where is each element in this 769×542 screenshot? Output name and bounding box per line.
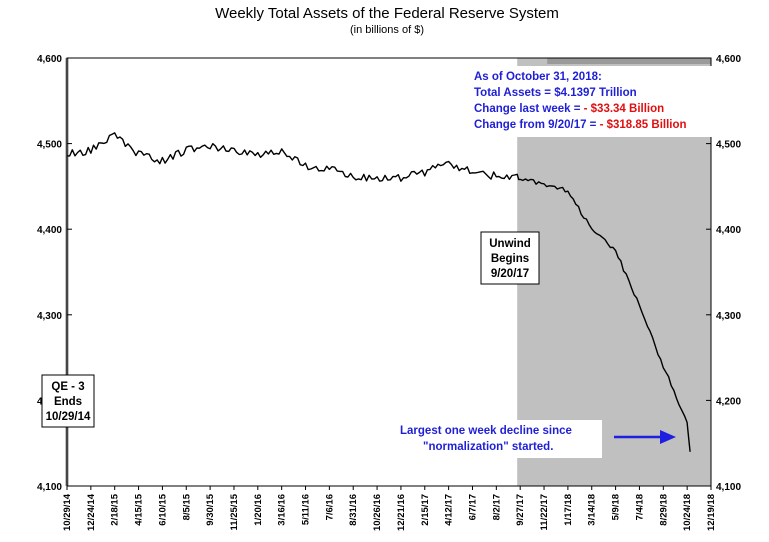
y-tick-label-right-0: 4,100 [716, 482, 741, 493]
x-tick-label-14: 12/21/16 [396, 494, 407, 531]
info-line-1: As of October 31, 2018: [474, 71, 602, 83]
qe-end-line-3: 10/29/14 [46, 411, 91, 423]
x-tick-label-24: 7/4/18 [634, 494, 645, 520]
x-tick-label-0: 10/29/14 [62, 493, 73, 531]
chart-subtitle: (in billions of $) [350, 24, 424, 36]
x-tick-label-17: 6/7/17 [467, 494, 478, 520]
chart-title: Weekly Total Assets of the Federal Reser… [215, 5, 559, 22]
unwind-line-1: Unwind [489, 238, 531, 250]
info-line-4-label: Change from 9/20/17 = [474, 119, 600, 131]
unwind-line-3: 9/20/17 [491, 268, 529, 280]
info-line-3: Change last week = - $33.34 Billion [474, 103, 664, 115]
info-line-4-value: - $318.85 Billion [600, 119, 687, 131]
x-tick-label-27: 12/19/18 [706, 494, 717, 531]
y-axis-right: 4,100 4,200 4,300 4,400 4,500 4,600 [706, 54, 741, 493]
y-tick-label-right-5: 4,600 [716, 54, 741, 65]
x-tick-label-26: 10/24/18 [682, 494, 693, 531]
info-line-2: Total Assets = $4.1397 Trillion [474, 87, 637, 99]
y-tick-label-right-1: 4,200 [716, 396, 741, 407]
x-tick-label-19: 9/27/17 [515, 494, 526, 526]
arrow-head [660, 430, 676, 444]
y-tick-label-right-3: 4,400 [716, 225, 741, 236]
y-tick-label-left-0: 4,100 [37, 482, 62, 493]
qe-end-box [41, 374, 95, 428]
qe-end-annotation: QE - 3 Ends 10/29/14 [41, 374, 95, 428]
x-tick-label-6: 9/30/15 [205, 493, 216, 525]
qe-end-line-1: QE - 3 [51, 381, 84, 393]
x-tick-label-18: 8/2/17 [491, 494, 502, 520]
decline-line-1: Largest one week decline since [400, 425, 572, 437]
x-tick-label-23: 5/9/18 [611, 494, 622, 520]
info-annotation: As of October 31, 2018: Total Assets = $… [467, 66, 723, 137]
decline-annotation: Largest one week decline since "normaliz… [394, 420, 602, 458]
unwind-box [480, 231, 540, 285]
y-tick-label-left-3: 4,400 [37, 225, 62, 236]
x-tick-label-8: 1/20/16 [253, 494, 264, 526]
x-tick-label-10: 5/11/16 [301, 494, 312, 525]
x-axis: 10/29/14 12/24/14 2/18/15 4/15/15 6/10/15 8/5… [62, 486, 717, 531]
x-tick-label-9: 3/16/16 [277, 494, 288, 526]
y-tick-label-left-4: 4,500 [37, 140, 62, 151]
decline-box [394, 420, 602, 458]
x-tick-label-20: 11/22/17 [539, 494, 550, 530]
y-tick-label-right-4: 4,500 [716, 140, 741, 151]
x-tick-label-16: 4/12/17 [444, 494, 455, 526]
x-tick-label-1: 12/24/14 [86, 493, 97, 531]
unwind-top-band [547, 58, 711, 64]
plot-frame [66, 57, 712, 487]
decline-line-2: "normalization" started. [423, 441, 553, 453]
arrow-icon [614, 430, 676, 444]
x-tick-label-7: 11/25/15 [229, 493, 240, 530]
info-line-3-label: Change last week = [474, 103, 584, 115]
qe-end-line-2: Ends [54, 396, 82, 408]
x-tick-label-25: 8/29/18 [658, 494, 669, 526]
info-box [467, 66, 723, 137]
info-line-3-value: - $33.34 Billion [584, 103, 665, 115]
y-tick-label-left-2: 4,300 [37, 311, 62, 322]
x-tick-label-5: 8/5/15 [181, 493, 192, 520]
x-tick-label-4: 6/10/15 [157, 493, 168, 525]
x-tick-label-15: 2/15/17 [420, 494, 431, 526]
x-tick-label-2: 2/18/15 [110, 493, 121, 525]
unwind-line-2: Begins [491, 253, 529, 265]
unwind-annotation: Unwind Begins 9/20/17 [480, 231, 540, 285]
series-line-total-assets [67, 132, 691, 452]
x-tick-label-11: 7/6/16 [324, 494, 335, 520]
x-tick-label-22: 3/14/18 [587, 494, 598, 526]
y-tick-label-left-5: 4,600 [37, 54, 62, 65]
x-tick-label-12: 8/31/16 [348, 494, 359, 526]
x-tick-label-3: 4/15/15 [134, 493, 145, 525]
y-tick-label-right-2: 4,300 [716, 311, 741, 322]
x-tick-label-13: 10/26/16 [372, 494, 383, 531]
x-tick-label-21: 1/17/18 [563, 494, 574, 526]
info-line-4: Change from 9/20/17 = - $318.85 Billion [474, 119, 687, 131]
